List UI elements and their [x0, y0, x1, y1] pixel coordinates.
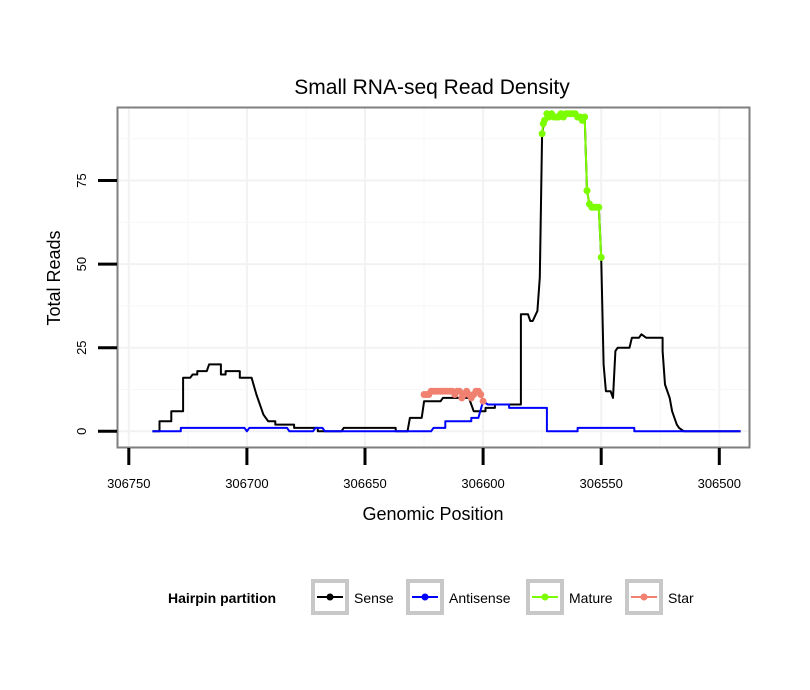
star-point	[479, 397, 487, 405]
grid	[117, 107, 750, 448]
x-tick-label: 306650	[343, 476, 386, 491]
mature-legend-label: Mature	[569, 590, 613, 606]
x-tick-label: 306750	[107, 476, 150, 491]
mature-point	[581, 113, 589, 121]
mature-point	[583, 187, 591, 195]
mature-point	[595, 203, 603, 211]
x-tick-label: 306500	[698, 476, 741, 491]
y-tick-label: 25	[74, 340, 89, 354]
x-tick-label: 306600	[461, 476, 504, 491]
legend: Hairpin partition Sense Antisense Mature St…	[168, 579, 694, 615]
plot-panel-border	[116, 106, 751, 449]
sense-legend-marker	[326, 593, 334, 601]
sense-line	[152, 112, 741, 433]
chart-title: Small RNA-seq Read Density	[294, 76, 570, 99]
series-layer	[152, 110, 741, 433]
star-point	[477, 391, 485, 398]
y-tick-label: 75	[74, 173, 89, 187]
mature-point	[597, 253, 605, 261]
legend-title: Hairpin partition	[168, 590, 276, 606]
antisense-legend-marker	[421, 593, 429, 601]
x-tick-label: 306550	[580, 476, 623, 491]
mature-point	[538, 130, 546, 138]
antisense-legend-label: Antisense	[449, 590, 511, 606]
star-legend-marker	[640, 593, 648, 601]
sense-legend-label: Sense	[354, 590, 394, 606]
x-axis: 306750 306700 306650 306600 306550 306500	[107, 448, 741, 491]
y-axis-title: Total Reads	[44, 230, 64, 325]
y-tick-label: 50	[74, 257, 89, 271]
y-tick-label: 0	[74, 428, 89, 435]
x-axis-title: Genomic Position	[362, 504, 503, 524]
y-axis: 0 25 50 75	[74, 173, 117, 435]
mature-legend-marker	[541, 593, 549, 601]
mature-line	[541, 111, 603, 258]
x-tick-label: 306700	[225, 476, 268, 491]
antisense-line	[152, 400, 741, 433]
star-legend-label: Star	[668, 590, 694, 606]
